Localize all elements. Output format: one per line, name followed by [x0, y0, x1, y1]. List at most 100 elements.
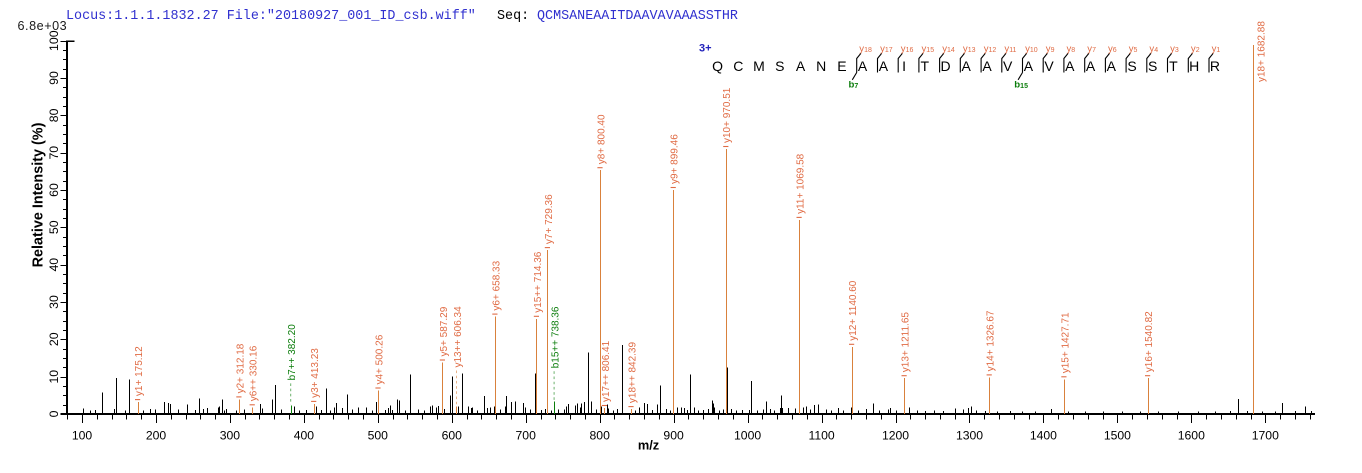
svg-text:y18: y18: [859, 44, 872, 55]
svg-text:10: 10: [47, 370, 61, 384]
svg-text:100: 100: [47, 30, 61, 51]
svg-text:A: A: [796, 58, 806, 74]
svg-text:E: E: [837, 58, 846, 74]
svg-text:y11: y11: [1004, 44, 1016, 55]
svg-text:y17: y17: [880, 44, 893, 55]
svg-text:30: 30: [47, 295, 61, 309]
svg-text:y15: y15: [922, 44, 935, 55]
svg-text:1100: 1100: [808, 429, 834, 443]
svg-text:y7+ 729.36: y7+ 729.36: [544, 194, 555, 244]
svg-text:y7: y7: [1087, 44, 1096, 55]
svg-text:50: 50: [47, 220, 61, 234]
svg-text:1000: 1000: [734, 429, 761, 443]
svg-text:y6: y6: [1108, 44, 1117, 55]
svg-text:400: 400: [294, 429, 315, 443]
svg-text:600: 600: [442, 429, 463, 443]
svg-text:C: C: [733, 58, 743, 74]
svg-text:H: H: [1189, 58, 1199, 74]
svg-text:y9: y9: [1046, 44, 1055, 55]
svg-text:70: 70: [47, 146, 61, 160]
svg-text:R: R: [1210, 58, 1220, 74]
svg-text:y11+ 1069.58: y11+ 1069.58: [796, 153, 807, 214]
svg-text:80: 80: [47, 108, 61, 122]
svg-text:y6++ 330.16: y6++ 330.16: [249, 345, 260, 401]
svg-text:y13+ 1211.65: y13+ 1211.65: [901, 312, 912, 373]
svg-text:y14: y14: [942, 44, 955, 55]
svg-text:1400: 1400: [1030, 429, 1057, 443]
svg-text:y6+ 658.33: y6+ 658.33: [491, 260, 502, 310]
svg-text:y16: y16: [901, 44, 914, 55]
svg-text:A: A: [1086, 58, 1096, 74]
svg-text:y5: y5: [1129, 44, 1138, 55]
svg-text:S: S: [1148, 58, 1157, 74]
svg-text:m/z: m/z: [638, 438, 659, 453]
svg-text:1200: 1200: [882, 429, 909, 443]
svg-text:y12+ 1140.60: y12+ 1140.60: [848, 280, 859, 341]
svg-text:Relative Intensity (%): Relative Intensity (%): [31, 122, 47, 267]
svg-text:y1+ 175.12: y1+ 175.12: [134, 346, 145, 396]
svg-text:y3+ 413.23: y3+ 413.23: [310, 348, 321, 398]
svg-text:1300: 1300: [956, 429, 983, 443]
svg-text:V: V: [1044, 58, 1054, 74]
svg-text:T: T: [921, 58, 930, 74]
svg-text:Seq:: Seq:: [497, 9, 529, 24]
svg-text:900: 900: [663, 429, 684, 443]
svg-text:300: 300: [220, 429, 241, 443]
svg-text:A: A: [879, 58, 889, 74]
svg-text:0: 0: [47, 410, 61, 417]
svg-text:6.8e+03: 6.8e+03: [18, 19, 68, 33]
svg-text:y16+ 1540.82: y16+ 1540.82: [1144, 311, 1155, 372]
svg-text:3+: 3+: [699, 43, 712, 55]
svg-text:y10+ 970.51: y10+ 970.51: [722, 87, 733, 143]
svg-text:V: V: [1003, 58, 1013, 74]
svg-text:T: T: [1169, 58, 1178, 74]
svg-text:y9+ 899.46: y9+ 899.46: [670, 134, 681, 184]
svg-text:M: M: [753, 58, 765, 74]
svg-text:b15: b15: [1014, 80, 1028, 91]
svg-text:S: S: [1127, 58, 1136, 74]
svg-text:A: A: [1107, 58, 1117, 74]
svg-text:Q: Q: [712, 58, 723, 74]
svg-text:1700: 1700: [1252, 429, 1279, 443]
svg-text:y4: y4: [1149, 44, 1158, 55]
svg-text:y18+ 1682.88: y18+ 1682.88: [1257, 21, 1268, 82]
svg-text:800: 800: [590, 429, 611, 443]
svg-text:200: 200: [146, 429, 167, 443]
svg-text:b7: b7: [849, 80, 859, 91]
svg-text:20: 20: [47, 332, 61, 346]
svg-text:y2+ 312.18: y2+ 312.18: [235, 343, 246, 393]
svg-text:40: 40: [47, 258, 61, 272]
svg-text:y2: y2: [1191, 44, 1200, 55]
svg-text:y4+ 500.26: y4+ 500.26: [374, 334, 385, 384]
svg-text:700: 700: [516, 429, 537, 443]
svg-text:QCMSANEAAITDAAVAVAAASSTHR: QCMSANEAAITDAAVAVAAASSTHR: [537, 9, 738, 24]
svg-text:y10: y10: [1025, 44, 1038, 55]
svg-text:b7++ 382.20: b7++ 382.20: [287, 324, 298, 381]
svg-text:A: A: [1065, 58, 1075, 74]
svg-text:y5+ 587.29: y5+ 587.29: [439, 306, 450, 356]
svg-text:y14+ 1326.67: y14+ 1326.67: [986, 310, 997, 371]
svg-text:b15++ 738.36: b15++ 738.36: [551, 306, 562, 368]
svg-text:D: D: [940, 58, 950, 74]
svg-text:A: A: [982, 58, 992, 74]
svg-text:y15+ 1427.71: y15+ 1427.71: [1060, 312, 1071, 373]
svg-text:y3: y3: [1170, 44, 1179, 55]
svg-text:y17++ 806.41: y17++ 806.41: [601, 340, 612, 402]
svg-text:y12: y12: [984, 44, 997, 55]
svg-text:A: A: [1024, 58, 1034, 74]
svg-text:y8: y8: [1067, 44, 1076, 55]
svg-text:y13: y13: [963, 44, 976, 55]
svg-text:500: 500: [368, 429, 389, 443]
svg-text:y15++ 714.36: y15++ 714.36: [533, 251, 544, 313]
svg-text:100: 100: [72, 429, 93, 443]
svg-text:90: 90: [47, 71, 61, 85]
svg-text:y18++ 842.39: y18++ 842.39: [627, 341, 638, 403]
svg-text:1500: 1500: [1104, 429, 1131, 443]
svg-text:S: S: [775, 58, 784, 74]
svg-text:A: A: [858, 58, 868, 74]
svg-text:y1: y1: [1212, 44, 1221, 55]
svg-text:Locus:1.1.1.1832.27 File:"2018: Locus:1.1.1.1832.27 File:"20180927_001_I…: [66, 9, 476, 24]
svg-text:A: A: [962, 58, 972, 74]
svg-text:60: 60: [47, 183, 61, 197]
svg-text:y13++ 606.34: y13++ 606.34: [453, 306, 464, 368]
